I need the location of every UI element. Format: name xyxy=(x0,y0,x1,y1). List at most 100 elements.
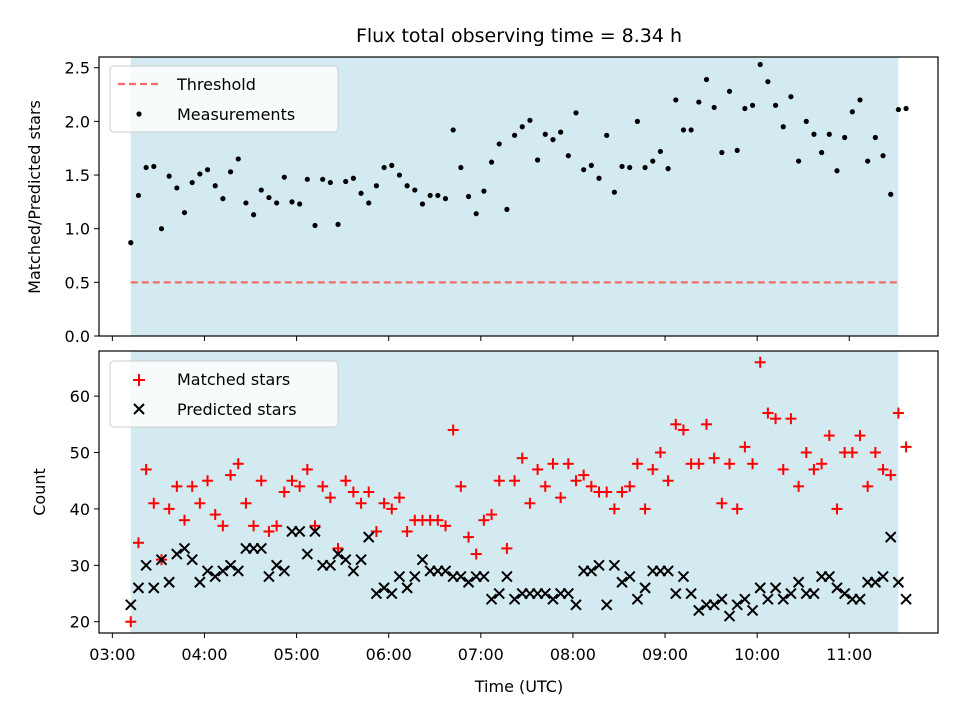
measurement-point xyxy=(657,148,664,155)
x-tick-label: 09:00 xyxy=(642,645,688,664)
matched-star-point xyxy=(570,475,582,487)
measurement-point xyxy=(488,159,495,165)
matched-star-point xyxy=(363,486,375,498)
measurement-point xyxy=(535,157,541,163)
predicted-star-point xyxy=(593,559,605,572)
predicted-star-point xyxy=(155,553,168,566)
measurement-point xyxy=(765,79,771,85)
matched-star-point xyxy=(793,480,805,492)
predicted-star-point xyxy=(608,559,621,572)
x-tick-label: 05:00 xyxy=(274,645,320,664)
predicted-star-point xyxy=(547,593,559,605)
matched-star-point xyxy=(271,520,283,532)
matched-star-point xyxy=(486,509,498,521)
measurement-point xyxy=(450,127,456,133)
matched-star-point xyxy=(708,452,720,464)
measurement-point xyxy=(174,185,180,191)
predicted-star-point xyxy=(485,593,498,605)
measurement-point xyxy=(880,153,886,159)
measurement-point xyxy=(389,162,395,168)
measurement-point xyxy=(734,147,740,153)
predicted-star-point xyxy=(677,570,690,583)
measurement-point xyxy=(312,222,318,229)
predicted-star-point xyxy=(838,587,851,600)
measurement-point xyxy=(227,169,234,175)
matched-star-point xyxy=(393,492,405,504)
predicted-star-point xyxy=(409,570,421,583)
x-tick-label: 07:00 xyxy=(458,645,504,664)
measurement-point xyxy=(650,158,656,164)
measurement-point xyxy=(128,240,134,246)
measurement-point xyxy=(688,127,694,133)
y-tick-label: 0.5 xyxy=(65,273,90,292)
predicted-star-point xyxy=(746,604,759,617)
matched-star-point xyxy=(248,520,260,532)
matched-star-point xyxy=(278,486,290,498)
measurement-point xyxy=(235,156,241,162)
measurement-point xyxy=(396,172,403,178)
y-tick-label: 50 xyxy=(70,444,90,463)
matched-star-point xyxy=(340,475,352,487)
measurement-point xyxy=(742,105,748,112)
matched-star-point xyxy=(294,480,306,492)
predicted-star-point xyxy=(892,576,905,588)
matched-star-point xyxy=(440,520,452,532)
matched-star-point xyxy=(524,497,536,509)
measurement-point xyxy=(496,141,502,147)
matched-star-point xyxy=(716,497,728,509)
predicted-star-point xyxy=(378,582,390,594)
matched-star-point xyxy=(386,503,398,515)
predicted-star-point xyxy=(792,576,805,588)
measurement-point xyxy=(143,164,149,171)
measurements-legend-swatch xyxy=(136,111,142,117)
predicted-star-point xyxy=(808,587,820,600)
predicted-star-point xyxy=(823,570,836,583)
predicted-star-point xyxy=(493,587,505,600)
matched-star-point xyxy=(624,480,636,492)
matched-star-point xyxy=(532,463,544,475)
predicted-star-point xyxy=(332,548,344,560)
measurement-point xyxy=(204,167,211,173)
matched-star-point xyxy=(900,441,912,453)
matched-star-point xyxy=(846,447,858,459)
measurement-point xyxy=(842,134,848,141)
matched-star-point xyxy=(209,509,221,521)
ratio-legend: Threshold Measurements xyxy=(109,65,339,133)
predicted-star-point xyxy=(723,610,736,622)
x-axis-label: Time (UTC) xyxy=(474,677,563,696)
measurement-point xyxy=(373,183,380,189)
predicted-star-point xyxy=(900,593,912,605)
measurement-point xyxy=(366,200,372,206)
measurement-point xyxy=(703,76,710,83)
predicted-star-point xyxy=(178,542,191,555)
y-tick-label: 2.5 xyxy=(65,59,90,78)
predicted-star-point xyxy=(708,599,720,611)
predicted-star-point xyxy=(885,531,897,543)
matched-star-point xyxy=(455,480,467,492)
matched-star-point xyxy=(501,542,513,554)
measurement-point xyxy=(726,88,733,94)
matched-star-point xyxy=(754,356,766,368)
measurement-point xyxy=(266,194,272,201)
measurement-point xyxy=(258,187,264,193)
predicted-star-point xyxy=(293,525,306,538)
measurement-point xyxy=(819,149,825,156)
matched-star-point xyxy=(125,616,137,628)
matched-star-point xyxy=(301,463,313,475)
matched-star-point xyxy=(578,469,590,481)
measurement-point xyxy=(166,173,172,179)
matched-star-point xyxy=(232,458,244,470)
matched-star-point xyxy=(770,413,782,425)
predicted-star-point xyxy=(340,553,352,566)
ratio-y-axis-label: Matched/Predicted stars xyxy=(25,100,44,294)
measurement-point xyxy=(749,102,756,108)
measurement-point xyxy=(427,192,433,199)
matched-star-point xyxy=(179,514,191,526)
predicted-star-point xyxy=(731,599,743,611)
measurement-point xyxy=(565,153,571,159)
axes-frame xyxy=(98,350,939,634)
predicted-star-point xyxy=(624,570,636,583)
x-tick-label: 08:00 xyxy=(550,645,596,664)
predicted-star-point xyxy=(639,582,651,594)
predicted-star-point xyxy=(148,582,160,594)
